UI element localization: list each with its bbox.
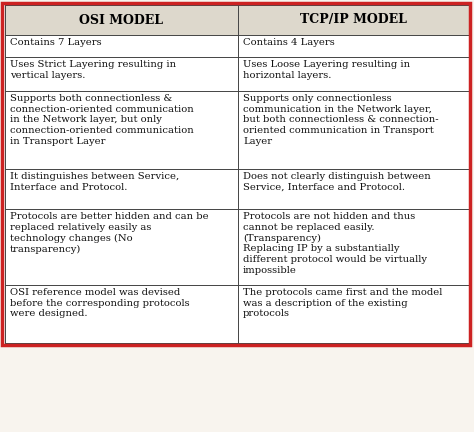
Text: OSI reference model was devised
before the corresponding protocols
were designed: OSI reference model was devised before t… xyxy=(10,288,190,318)
Text: Supports only connectionless
communication in the Network layer,
but both connec: Supports only connectionless communicati… xyxy=(243,94,438,146)
Bar xyxy=(5,285,469,343)
Bar xyxy=(5,35,469,57)
Text: Supports both connectionless &
connection-oriented communication
in the Network : Supports both connectionless & connectio… xyxy=(10,94,194,146)
Bar xyxy=(5,91,469,169)
Text: Protocols are not hidden and thus
cannot be replaced easily.
(Transparency)
Repl: Protocols are not hidden and thus cannot… xyxy=(243,212,427,275)
Text: Uses Loose Layering resulting in
horizontal layers.: Uses Loose Layering resulting in horizon… xyxy=(243,60,410,80)
Text: The protocols came first and the model
was a description of the existing
protoco: The protocols came first and the model w… xyxy=(243,288,442,318)
Bar xyxy=(5,169,469,209)
Text: Contains 7 Layers: Contains 7 Layers xyxy=(10,38,101,47)
Bar xyxy=(5,209,469,285)
Bar xyxy=(5,57,469,91)
Bar xyxy=(5,5,469,35)
Text: Protocols are better hidden and can be
replaced relatively easily as
technology : Protocols are better hidden and can be r… xyxy=(10,212,209,254)
Text: Does not clearly distinguish between
Service, Interface and Protocol.: Does not clearly distinguish between Ser… xyxy=(243,172,431,192)
Text: OSI MODEL: OSI MODEL xyxy=(80,13,164,26)
Text: It distinguishes between Service,
Interface and Protocol.: It distinguishes between Service, Interf… xyxy=(10,172,179,192)
Bar xyxy=(2,3,470,345)
Text: Contains 4 Layers: Contains 4 Layers xyxy=(243,38,335,47)
Text: Uses Strict Layering resulting in
vertical layers.: Uses Strict Layering resulting in vertic… xyxy=(10,60,176,80)
Text: TCP/IP MODEL: TCP/IP MODEL xyxy=(300,13,407,26)
